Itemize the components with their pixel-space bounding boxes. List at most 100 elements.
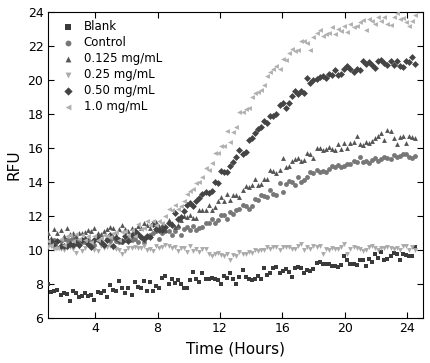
Control	[97, 241, 104, 246]
Control	[393, 154, 400, 160]
1.0 mg/mL	[131, 233, 138, 238]
0.125 mg/mL	[402, 140, 409, 146]
0.50 mg/mL	[66, 241, 73, 247]
0.50 mg/mL	[261, 118, 267, 123]
0.125 mg/mL	[344, 144, 351, 150]
0.25 mg/mL	[390, 246, 397, 252]
0.50 mg/mL	[313, 76, 320, 82]
0.25 mg/mL	[270, 244, 277, 250]
0.50 mg/mL	[249, 135, 255, 141]
Blank	[375, 256, 382, 261]
Control	[399, 151, 406, 157]
Control	[211, 220, 218, 226]
0.125 mg/mL	[310, 155, 317, 161]
0.125 mg/mL	[384, 127, 391, 132]
0.125 mg/mL	[131, 227, 138, 233]
1.0 mg/mL	[279, 56, 286, 62]
1.0 mg/mL	[45, 238, 52, 244]
0.125 mg/mL	[107, 224, 114, 230]
0.125 mg/mL	[91, 225, 98, 231]
1.0 mg/mL	[375, 14, 382, 20]
0.125 mg/mL	[156, 223, 163, 229]
Control	[100, 242, 107, 248]
Blank	[332, 263, 338, 269]
Blank	[366, 256, 372, 261]
Blank	[110, 287, 117, 293]
Control	[390, 152, 397, 158]
0.50 mg/mL	[193, 198, 200, 204]
Control	[335, 162, 341, 167]
1.0 mg/mL	[63, 233, 70, 239]
Blank	[116, 278, 123, 284]
0.125 mg/mL	[298, 158, 304, 163]
0.25 mg/mL	[326, 247, 332, 253]
1.0 mg/mL	[227, 139, 233, 145]
0.125 mg/mL	[199, 207, 206, 213]
Control	[304, 174, 311, 179]
0.25 mg/mL	[88, 245, 95, 251]
0.50 mg/mL	[409, 54, 416, 60]
Control	[168, 232, 175, 238]
1.0 mg/mL	[356, 19, 363, 25]
0.25 mg/mL	[412, 247, 419, 253]
0.125 mg/mL	[381, 137, 388, 143]
0.50 mg/mL	[45, 238, 52, 244]
Control	[147, 232, 154, 237]
Control	[255, 197, 261, 203]
0.50 mg/mL	[366, 60, 372, 65]
Blank	[73, 290, 80, 295]
1.0 mg/mL	[97, 236, 104, 241]
1.0 mg/mL	[150, 218, 157, 224]
Control	[344, 161, 351, 167]
Blank	[384, 256, 391, 262]
Blank	[66, 298, 73, 303]
0.50 mg/mL	[119, 238, 126, 244]
Blank	[307, 268, 314, 274]
0.25 mg/mL	[362, 247, 369, 253]
0.50 mg/mL	[359, 58, 366, 64]
0.25 mg/mL	[60, 247, 67, 253]
1.0 mg/mL	[405, 23, 412, 28]
Blank	[165, 281, 172, 287]
0.125 mg/mL	[409, 134, 416, 140]
0.125 mg/mL	[335, 141, 341, 147]
1.0 mg/mL	[353, 23, 360, 28]
0.25 mg/mL	[150, 248, 157, 254]
Blank	[88, 293, 95, 298]
0.25 mg/mL	[171, 244, 178, 249]
1.0 mg/mL	[208, 160, 215, 166]
Control	[307, 170, 314, 175]
1.0 mg/mL	[224, 128, 230, 134]
0.125 mg/mL	[174, 223, 181, 228]
0.50 mg/mL	[304, 75, 311, 81]
Blank	[347, 261, 354, 267]
1.0 mg/mL	[258, 87, 264, 93]
0.25 mg/mL	[298, 241, 304, 246]
1.0 mg/mL	[147, 222, 154, 228]
1.0 mg/mL	[245, 105, 252, 111]
0.125 mg/mL	[141, 220, 147, 226]
0.25 mg/mL	[230, 253, 237, 258]
0.125 mg/mL	[51, 226, 58, 232]
0.25 mg/mL	[399, 244, 406, 249]
0.50 mg/mL	[393, 58, 400, 64]
Control	[141, 239, 147, 245]
Control	[347, 161, 354, 167]
Blank	[134, 284, 141, 290]
0.50 mg/mL	[412, 61, 419, 67]
0.50 mg/mL	[199, 191, 206, 197]
1.0 mg/mL	[304, 40, 311, 46]
0.50 mg/mL	[227, 163, 233, 168]
1.0 mg/mL	[199, 174, 206, 180]
Blank	[230, 276, 237, 281]
0.125 mg/mL	[353, 133, 360, 139]
0.125 mg/mL	[45, 230, 52, 236]
Legend: Blank, Control, 0.125 mg/mL, 0.25 mg/mL, 0.50 mg/mL, 1.0 mg/mL: Blank, Control, 0.125 mg/mL, 0.25 mg/mL,…	[54, 18, 164, 115]
Blank	[273, 264, 280, 270]
0.25 mg/mL	[301, 247, 307, 253]
0.125 mg/mL	[316, 145, 323, 151]
0.25 mg/mL	[51, 246, 58, 252]
Blank	[322, 262, 329, 268]
Control	[73, 237, 80, 243]
0.125 mg/mL	[79, 230, 86, 236]
